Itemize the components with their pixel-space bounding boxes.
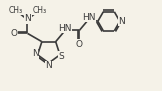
- Text: N: N: [118, 17, 125, 26]
- Text: O: O: [11, 29, 18, 38]
- Text: CH₃: CH₃: [33, 6, 47, 15]
- Text: HN: HN: [82, 13, 96, 22]
- Text: N: N: [32, 49, 39, 58]
- Text: CH₃: CH₃: [8, 6, 22, 15]
- Text: N: N: [24, 14, 31, 23]
- Text: S: S: [58, 52, 64, 61]
- Text: HN: HN: [58, 24, 72, 33]
- Text: N: N: [45, 61, 52, 70]
- Text: O: O: [76, 39, 83, 49]
